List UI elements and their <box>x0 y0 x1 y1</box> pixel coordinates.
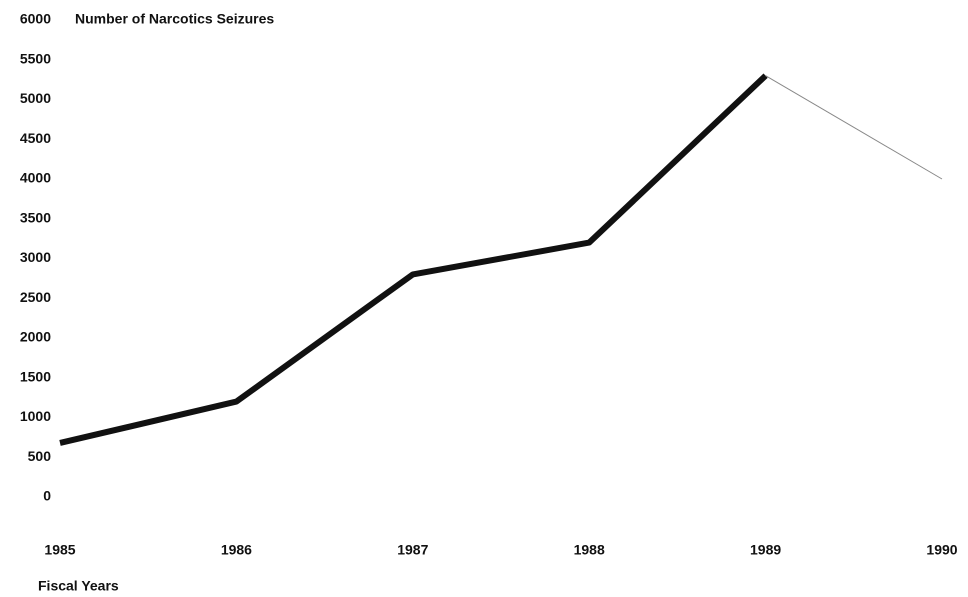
line <box>765 75 943 180</box>
x-tick-label: 1987 <box>397 542 428 558</box>
y-tick-label: 2000 <box>20 329 51 345</box>
line <box>59 73 768 446</box>
y-tick-label: 6000 <box>20 11 51 27</box>
y-tick-label: 5500 <box>20 50 51 66</box>
x-tick-label: 1986 <box>221 542 252 558</box>
y-tick-label: 1000 <box>20 408 51 424</box>
y-tick-label: 4500 <box>20 130 51 146</box>
x-tick-label: 1990 <box>926 542 957 558</box>
y-tick-label: 3500 <box>20 209 51 225</box>
x-tick-label: 1988 <box>574 542 605 558</box>
y-tick-label: 0 <box>43 488 51 504</box>
x-tick-label: 1989 <box>750 542 781 558</box>
x-tick-label: 1985 <box>44 542 75 558</box>
y-tick-label: 3000 <box>20 249 51 265</box>
y-tick-label: 5000 <box>20 90 51 106</box>
y-tick-label: 1500 <box>20 368 51 384</box>
chart-title: Number of Narcotics Seizures <box>75 11 274 27</box>
y-tick-label: 2500 <box>20 289 51 305</box>
y-tick-label: 4000 <box>20 170 51 186</box>
y-tick-label: 500 <box>28 448 52 464</box>
x-axis-label: Fiscal Years <box>38 578 119 594</box>
